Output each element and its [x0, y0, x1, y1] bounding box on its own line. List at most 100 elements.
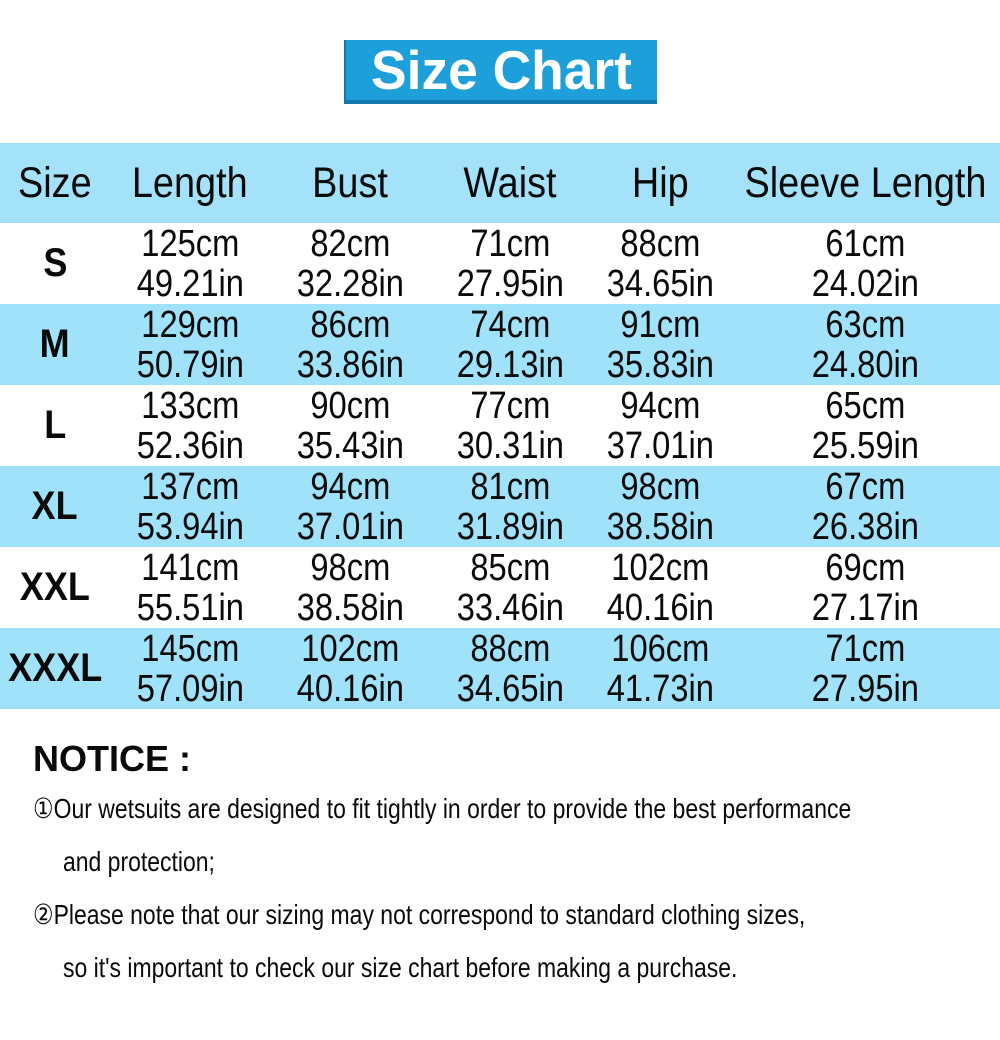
header-label: Size	[18, 158, 92, 207]
measurement-value: 32.28in	[296, 262, 404, 305]
table-row-s: S 125cm 49.21in 82cm 32.28in 71cm 27.95in 88cm 3…	[0, 223, 1000, 304]
measurement-value: 82cm	[310, 222, 390, 265]
header-cell-waist: Waist	[430, 143, 590, 223]
measurement-value: 31.89in	[456, 505, 564, 548]
header-label: Sleeve Length	[744, 158, 986, 207]
measurement-value: 129cm	[140, 303, 240, 346]
table-row-xxxl: XXXL 145cm 57.09in 102cm 40.16in 88cm 34.65in 1…	[0, 628, 1000, 709]
measurement-value: 102cm	[610, 546, 710, 589]
measurement-value: 37.01in	[606, 424, 714, 467]
notice-item-1-line-1: ①Our wetsuits are designed to fit tightl…	[33, 791, 1000, 832]
measurement-value: 102cm	[300, 627, 400, 670]
table-row-m: M 129cm 50.79in 86cm 33.86in 74cm 29.13in 91cm 3…	[0, 304, 1000, 385]
cell-waist: 77cm 30.31in	[430, 385, 590, 466]
measurement-value: 133cm	[140, 384, 240, 427]
cell-hip: 91cm 35.83in	[590, 304, 730, 385]
measurement-value: 85cm	[470, 546, 550, 589]
measurement-value: 24.02in	[811, 262, 919, 305]
header-label: Length	[132, 158, 248, 207]
measurement-value: 65cm	[825, 384, 905, 427]
measurement-value: 71cm	[825, 627, 905, 670]
measurement-value: 94cm	[620, 384, 700, 427]
measurement-value: 61cm	[825, 222, 905, 265]
header-cell-size: Size	[0, 143, 110, 223]
cell-waist: 74cm 29.13in	[430, 304, 590, 385]
table-row-xl: XL 137cm 53.94in 94cm 37.01in 81cm 31.89in 98cm…	[0, 466, 1000, 547]
measurement-value: 69cm	[825, 546, 905, 589]
notice-text: so it's important to check our size char…	[63, 952, 738, 983]
cell-length: 129cm 50.79in	[110, 304, 270, 385]
measurement-value: 27.17in	[811, 586, 919, 629]
measurement-values: 77cm 30.31in	[456, 386, 563, 466]
measurement-values: 88cm 34.65in	[456, 629, 563, 709]
measurement-value: 27.95in	[811, 667, 919, 710]
measurement-values: 82cm 32.28in	[296, 224, 403, 304]
measurement-values: 98cm 38.58in	[606, 467, 713, 547]
measurement-values: 81cm 31.89in	[456, 467, 563, 547]
size-label: XXXL	[7, 646, 103, 690]
cell-size: S	[0, 223, 110, 304]
cell-size: XXXL	[0, 628, 110, 709]
measurement-value: 74cm	[470, 303, 550, 346]
measurement-values: 106cm 41.73in	[606, 629, 713, 709]
measurement-values: 63cm 24.80in	[811, 305, 918, 385]
cell-hip: 94cm 37.01in	[590, 385, 730, 466]
measurement-value: 71cm	[470, 222, 550, 265]
cell-length: 145cm 57.09in	[110, 628, 270, 709]
table-row-xxl: XXL 141cm 55.51in 98cm 38.58in 85cm 33.46in 102…	[0, 547, 1000, 628]
cell-length: 137cm 53.94in	[110, 466, 270, 547]
measurement-values: 65cm 25.59in	[811, 386, 918, 466]
measurement-value: 38.58in	[296, 586, 404, 629]
cell-sleeve-length: 69cm 27.17in	[730, 547, 1000, 628]
notice-text: ①Our wetsuits are designed to fit tightl…	[33, 793, 852, 824]
notice-item-2-line-1: ②Please note that our sizing may not cor…	[33, 897, 1000, 938]
cell-waist: 81cm 31.89in	[430, 466, 590, 547]
measurement-value: 35.43in	[296, 424, 404, 467]
measurement-value: 86cm	[310, 303, 390, 346]
measurement-value: 55.51in	[136, 586, 244, 629]
cell-hip: 88cm 34.65in	[590, 223, 730, 304]
measurement-value: 24.80in	[811, 343, 919, 386]
measurement-values: 145cm 57.09in	[136, 629, 243, 709]
measurement-value: 29.13in	[456, 343, 564, 386]
cell-bust: 86cm 33.86in	[270, 304, 430, 385]
measurement-value: 57.09in	[136, 667, 244, 710]
measurement-values: 67cm 26.38in	[811, 467, 918, 547]
cell-sleeve-length: 71cm 27.95in	[730, 628, 1000, 709]
cell-bust: 90cm 35.43in	[270, 385, 430, 466]
measurement-values: 125cm 49.21in	[136, 224, 243, 304]
cell-size: M	[0, 304, 110, 385]
cell-bust: 94cm 37.01in	[270, 466, 430, 547]
size-label: XL	[31, 484, 79, 528]
header-cell-hip: Hip	[590, 143, 730, 223]
measurement-values: 137cm 53.94in	[136, 467, 243, 547]
cell-size: XL	[0, 466, 110, 547]
measurement-value: 98cm	[310, 546, 390, 589]
measurement-value: 50.79in	[136, 343, 244, 386]
notice-body: ①Our wetsuits are designed to fit tightl…	[33, 791, 1000, 991]
measurement-value: 27.95in	[456, 262, 564, 305]
measurement-value: 98cm	[620, 465, 700, 508]
cell-bust: 102cm 40.16in	[270, 628, 430, 709]
notice-section: NOTICE : ①Our wetsuits are designed to f…	[33, 739, 1000, 991]
size-label: M	[39, 322, 70, 366]
notice-text: and protection;	[63, 846, 215, 877]
measurement-value: 63cm	[825, 303, 905, 346]
cell-sleeve-length: 61cm 24.02in	[730, 223, 1000, 304]
header-label: Waist	[463, 158, 557, 207]
measurement-value: 26.38in	[811, 505, 919, 548]
measurement-value: 81cm	[470, 465, 550, 508]
measurement-value: 41.73in	[606, 667, 714, 710]
cell-sleeve-length: 67cm 26.38in	[730, 466, 1000, 547]
size-label: XXL	[19, 565, 91, 609]
cell-bust: 82cm 32.28in	[270, 223, 430, 304]
cell-length: 125cm 49.21in	[110, 223, 270, 304]
cell-waist: 71cm 27.95in	[430, 223, 590, 304]
cell-waist: 88cm 34.65in	[430, 628, 590, 709]
measurement-value: 77cm	[470, 384, 550, 427]
cell-sleeve-length: 63cm 24.80in	[730, 304, 1000, 385]
size-label: L	[44, 403, 66, 447]
cell-size: XXL	[0, 547, 110, 628]
measurement-values: 88cm 34.65in	[606, 224, 713, 304]
measurement-value: 94cm	[310, 465, 390, 508]
